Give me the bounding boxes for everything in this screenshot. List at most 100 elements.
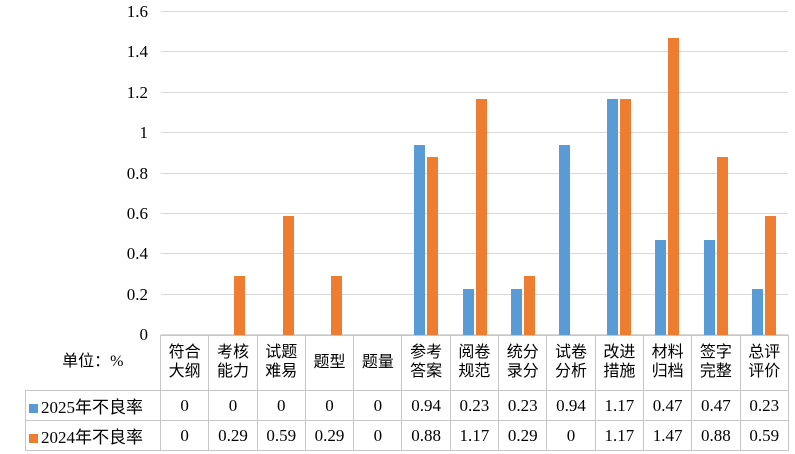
bar-s1-c9 (558, 145, 570, 335)
plot-area (161, 11, 788, 335)
bar-s2-c4 (330, 276, 342, 335)
gridline (161, 212, 788, 214)
category-header-cell: 统分 录分 (498, 335, 548, 391)
value-cell: 0.94 (401, 390, 451, 421)
gridline (161, 51, 788, 53)
legend-row-label: 2025年不良率 (25, 390, 161, 421)
bar-s2-c2 (234, 276, 246, 335)
table-row: 2024年不良率 0 0.29 0.59 0.29 0 0.88 1.17 0.29 0 1.17 1… (25, 420, 790, 451)
bar-group-c3 (257, 12, 305, 335)
category-header-cell: 总评 评价 (739, 335, 790, 391)
value-cell: 0.23 (498, 390, 548, 421)
bar-group-c12 (692, 12, 740, 335)
bar-group-c13 (740, 12, 788, 335)
gridline (161, 293, 788, 295)
value-cell: 1.17 (594, 420, 644, 451)
value-cell: 0 (159, 390, 210, 421)
bar-s2-c12 (716, 157, 728, 335)
value-cell: 0 (304, 390, 355, 421)
value-cell: 0.88 (401, 420, 451, 451)
bar-group-c2 (209, 12, 257, 335)
bar-s2-c11 (668, 38, 680, 335)
value-cell: 0.29 (208, 420, 258, 451)
bar-group-c8 (499, 12, 547, 335)
bar-group-c1 (161, 12, 209, 335)
series-name: 2024年不良率 (41, 428, 143, 447)
category-header-cell: 题量 (353, 335, 403, 391)
bar-group-c4 (306, 12, 354, 335)
y-tick-label: 0 (139, 325, 149, 344)
y-tick-label: 0.4 (126, 244, 148, 264)
gridline (161, 11, 788, 12)
unit-label: 单位：% (62, 353, 124, 371)
bar-group-c5 (354, 12, 402, 335)
category-header-cell: 题型 (304, 335, 355, 391)
bar-group-c6 (402, 12, 450, 335)
category-header-cell: 改进 措施 (594, 335, 644, 391)
y-tick-label: 0.8 (126, 163, 148, 183)
bar-s1-c7 (462, 288, 474, 335)
bar-s2-c7 (475, 98, 487, 335)
x-axis-line (161, 334, 788, 335)
value-cell: 0 (256, 390, 306, 421)
bar-s2-c3 (282, 215, 294, 335)
bar-s1-c12 (703, 240, 715, 335)
category-header-cell: 考核 能力 (208, 335, 258, 391)
category-header-cell: 材料 归档 (642, 335, 693, 391)
value-cell: 0.59 (739, 420, 790, 451)
bar-s2-c10 (620, 98, 632, 335)
bar-s1-c11 (655, 240, 667, 335)
bar-group-c7 (450, 12, 498, 335)
y-tick-label: 1 (139, 123, 149, 143)
value-cell: 1.17 (594, 390, 644, 421)
y-tick-label: 1.6 (126, 2, 148, 21)
gridline (161, 172, 788, 174)
category-header-cell: 签字 完整 (691, 335, 741, 391)
value-cell: 0 (208, 390, 258, 421)
bar-group-c10 (595, 12, 643, 335)
legend-row-label: 2024年不良率 (25, 420, 161, 451)
y-tick-label: 0.2 (126, 284, 148, 304)
bar-s1-c13 (751, 288, 763, 335)
bar-group-c11 (643, 12, 691, 335)
category-header-cell: 符合 大纲 (159, 335, 210, 391)
value-cell: 0.23 (449, 390, 500, 421)
value-cell: 0 (353, 390, 403, 421)
y-tick-label: 1.4 (126, 42, 148, 62)
value-cell: 0.47 (691, 390, 741, 421)
value-cell: 0 (546, 420, 596, 451)
value-cell: 0.94 (546, 390, 596, 421)
value-cell: 0.47 (642, 390, 693, 421)
legend-swatch-icon (29, 404, 38, 413)
gridline (161, 132, 788, 134)
y-tick-label: 1.2 (126, 82, 148, 102)
value-cell: 0.59 (256, 420, 306, 451)
bar-s2-c13 (764, 215, 776, 335)
y-tick-label: 0.6 (126, 203, 148, 223)
gridline (161, 253, 788, 255)
category-header-cell: 阅卷 规范 (449, 335, 500, 391)
category-header-cell: 试题 难易 (256, 335, 306, 391)
value-cell: 0 (159, 420, 210, 451)
series-name: 2025年不良率 (41, 398, 143, 417)
bar-group-c9 (547, 12, 595, 335)
value-cell: 0 (353, 420, 403, 451)
gridline (161, 91, 788, 93)
legend-swatch-icon (29, 434, 38, 443)
value-cell: 0.29 (304, 420, 355, 451)
category-header-cell: 参考 答案 (401, 335, 451, 391)
category-header-cell: 试卷 分析 (546, 335, 596, 391)
value-cell: 0.23 (739, 390, 790, 421)
data-table-body: 单位：% 符合 大纲 考核 能力 试题 难易 题型 题量 参考 答案 阅卷 规范 统分 录分 试卷… (25, 335, 790, 451)
bar-s2-c6 (427, 157, 439, 335)
bar-s1-c8 (510, 288, 522, 335)
value-cell: 1.17 (449, 420, 500, 451)
bar-s1-c10 (607, 98, 619, 335)
bar-s2-c8 (523, 276, 535, 335)
value-cell: 0.29 (498, 420, 548, 451)
table-header-row: 单位：% 符合 大纲 考核 能力 试题 难易 题型 题量 参考 答案 阅卷 规范 统分 录分 试卷… (26, 335, 790, 391)
value-cell: 0.88 (691, 420, 741, 451)
table-row: 2025年不良率 0 0 0 0 0 0.94 0.23 0.23 0.94 1.17 0.47 0.4… (25, 390, 790, 421)
data-table: 单位：% 符合 大纲 考核 能力 试题 难易 题型 题量 参考 答案 阅卷 规范 统分 录分 试卷… (25, 335, 790, 451)
